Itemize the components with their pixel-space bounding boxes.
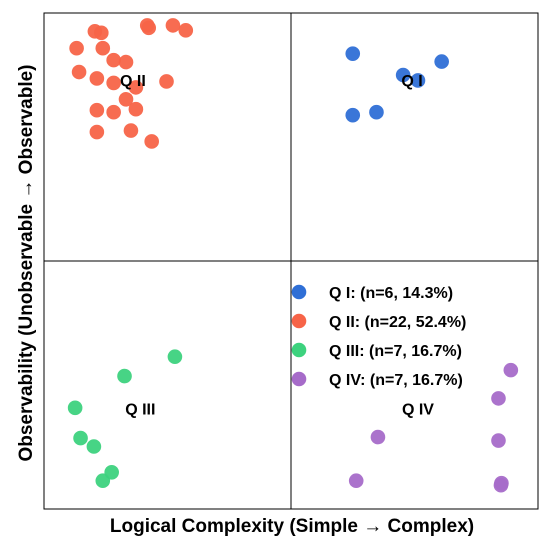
point-q-ii-13 (106, 75, 121, 91)
point-q-ii-16 (118, 92, 134, 107)
point-q-ii-7 (69, 40, 84, 56)
y-axis-label: Observability (Unobservable → Observable… (16, 64, 37, 461)
quadrant-label-q-iii: Q III (125, 401, 155, 418)
point-q-ii-20 (89, 124, 105, 140)
point-q-ii-21 (123, 123, 139, 138)
point-q-ii-10 (118, 54, 134, 70)
legend-label-q-ii: Q II: (n=22, 52.4%) (329, 314, 466, 331)
point-q-ii-22 (144, 134, 159, 149)
legend-label-q-iii: Q III: (n=7, 16.7%) (329, 343, 462, 360)
point-q-ii-9 (106, 52, 121, 68)
quadrant-labels: Q I Q II Q III Q IV (120, 73, 434, 418)
point-q-iii-2 (117, 368, 132, 384)
point-q-i-2 (395, 67, 411, 83)
point-q-iii-4 (73, 430, 88, 446)
point-q-iii-1 (167, 349, 183, 365)
point-q-iv-3 (348, 473, 364, 489)
point-q-iv-7 (494, 475, 509, 491)
point-q-ii-6 (178, 23, 194, 38)
point-q-iii-7 (95, 473, 111, 489)
point-q-iii-3 (67, 400, 83, 416)
point-q-iii-5 (86, 439, 102, 454)
quadrant-label-q-ii: Q II (120, 73, 146, 90)
quadrant-label-q-iv: Q IV (402, 401, 434, 418)
point-q-iv-4 (370, 429, 386, 445)
point-q-ii-5 (165, 18, 181, 33)
legend-marker-q-i (291, 284, 307, 300)
legend-marker-q-ii (291, 313, 307, 329)
legend-marker-q-iii (291, 342, 307, 358)
x-axis-label: Logical Complexity (Simple → Complex) (110, 516, 474, 537)
point-q-i-1 (345, 46, 361, 61)
point-q-ii-15 (159, 74, 174, 89)
legend-label-q-i: Q I: (n=6, 14.3%) (329, 285, 453, 302)
point-q-ii-2 (94, 25, 109, 41)
point-q-ii-8 (95, 40, 111, 56)
point-q-i-3 (410, 73, 426, 88)
legend: Q I: (n=6, 14.3%) Q II: (n=22, 52.4%) Q II… (291, 284, 466, 389)
point-q-i-6 (369, 104, 384, 120)
point-q-i-4 (434, 54, 449, 69)
legend-marker-q-iv (291, 371, 307, 387)
point-q-ii-4 (141, 20, 157, 36)
point-q-ii-14 (128, 80, 144, 95)
plot-frame (43, 12, 539, 510)
point-q-iv-2 (491, 391, 506, 406)
point-q-iv-1 (503, 362, 519, 378)
legend-label-q-iv: Q IV: (n=7, 16.7%) (329, 372, 463, 389)
point-q-ii-19 (128, 101, 144, 117)
point-q-ii-11 (71, 64, 87, 80)
point-q-i-5 (345, 107, 361, 123)
points-layer (67, 18, 519, 493)
quadrant-label-q-i: Q I (401, 73, 422, 90)
point-q-ii-18 (106, 104, 121, 120)
point-q-iv-5 (491, 433, 506, 448)
point-q-ii-17 (89, 102, 105, 118)
point-q-ii-12 (89, 71, 105, 86)
